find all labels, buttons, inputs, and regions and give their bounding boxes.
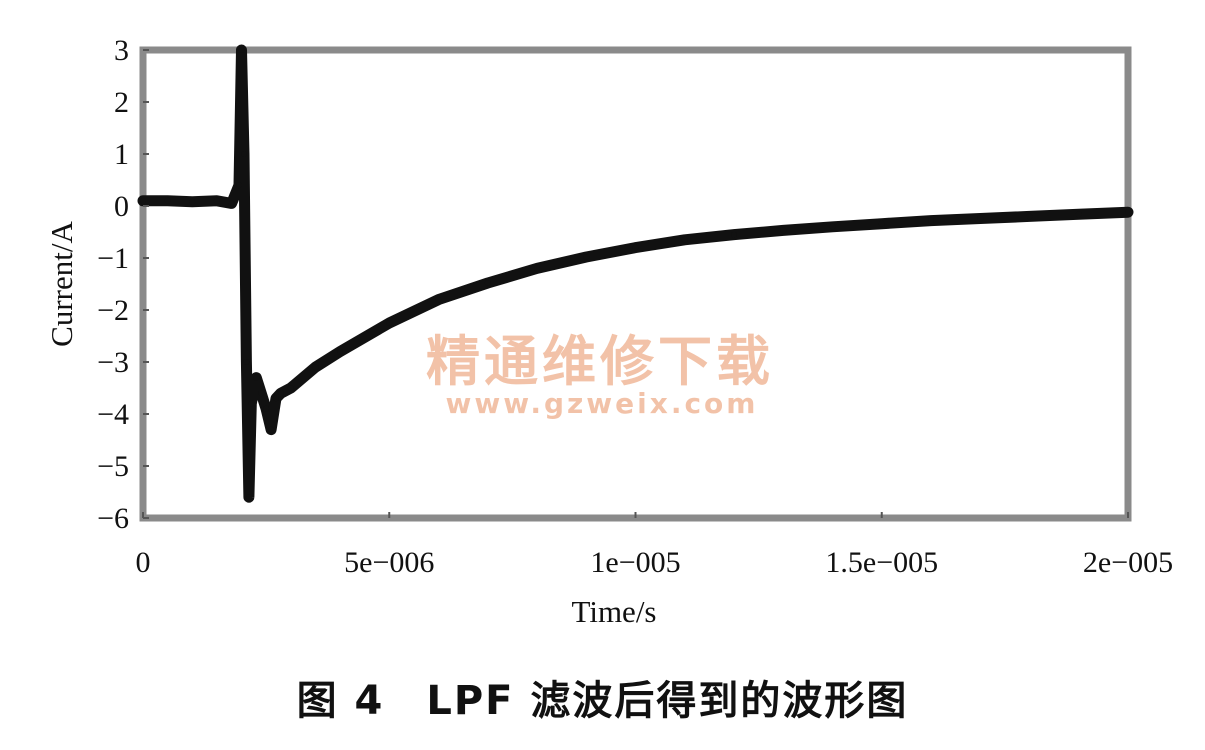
data-point <box>386 320 393 326</box>
data-point <box>213 197 220 204</box>
watermark-url: www.gzweix.com <box>446 387 759 420</box>
data-point <box>238 47 245 53</box>
data-point <box>829 223 836 230</box>
y-axis-ticks: 3 2 1 0 −1 −2 −3 −4 −5 −6 <box>97 34 149 535</box>
data-point <box>140 197 146 204</box>
series-line <box>137 44 1134 503</box>
y-tick-label: 0 <box>114 190 129 223</box>
y-tick-label: −3 <box>97 346 129 379</box>
y-tick-label: 3 <box>114 34 129 67</box>
data-point <box>277 390 284 397</box>
data-point <box>258 390 265 397</box>
data-point <box>534 265 540 272</box>
y-tick-label: −5 <box>97 450 129 483</box>
series-layer <box>137 44 1134 503</box>
x-tick-label: 2e−005 <box>1083 546 1173 579</box>
data-point <box>164 197 171 204</box>
data-point <box>977 215 984 222</box>
data-point <box>928 217 934 224</box>
y-tick-label: −1 <box>97 242 129 275</box>
data-point <box>236 182 243 189</box>
watermark-text: 精通维修下载 <box>426 330 774 393</box>
figure-caption: 图 4 LPF 滤波后得到的波形图 <box>296 678 909 724</box>
x-tick-label: 0 <box>136 546 151 579</box>
data-point <box>240 151 247 157</box>
x-tick-label: 1.5e−005 <box>825 546 938 579</box>
data-point <box>1125 209 1131 216</box>
data-point <box>189 198 196 205</box>
plot-frame <box>139 46 1132 522</box>
data-point <box>337 348 343 355</box>
data-point <box>583 253 590 260</box>
data-point <box>228 200 235 207</box>
data-point <box>268 426 275 433</box>
data-point <box>878 220 885 227</box>
x-tick-label: 1e−005 <box>590 546 680 579</box>
data-point <box>287 385 294 391</box>
data-point <box>245 494 252 501</box>
data-point <box>263 405 270 412</box>
data-point <box>312 364 319 371</box>
data-point <box>253 374 260 381</box>
plot-border <box>139 46 1132 522</box>
x-axis-title: Time/s <box>571 594 656 629</box>
y-tick-label: −2 <box>97 294 129 327</box>
y-tick-label: 2 <box>114 86 129 119</box>
data-point <box>1075 211 1082 218</box>
y-tick-label: −6 <box>97 502 129 535</box>
data-point <box>681 236 688 243</box>
x-axis-ticks: 0 5e−006 1e−005 1.5e−005 2e−005 <box>136 512 1173 579</box>
data-point <box>1026 213 1033 220</box>
data-point <box>780 227 787 234</box>
y-tick-label: 1 <box>114 138 129 171</box>
chart: 精通维修下载 www.gzweix.com 0 5e−006 1e−005 1.5e−… <box>44 34 1173 629</box>
data-point <box>484 279 491 286</box>
x-tick-label: 5e−006 <box>344 546 434 579</box>
data-point <box>243 359 250 365</box>
y-axis-title: Current/A <box>44 221 79 347</box>
data-point <box>731 231 737 238</box>
data-point <box>272 395 279 402</box>
data-point <box>632 244 639 251</box>
y-tick-label: −4 <box>97 398 129 431</box>
data-point <box>435 296 442 303</box>
data-point <box>248 400 255 407</box>
watermark: 精通维修下载 www.gzweix.com <box>426 330 774 420</box>
